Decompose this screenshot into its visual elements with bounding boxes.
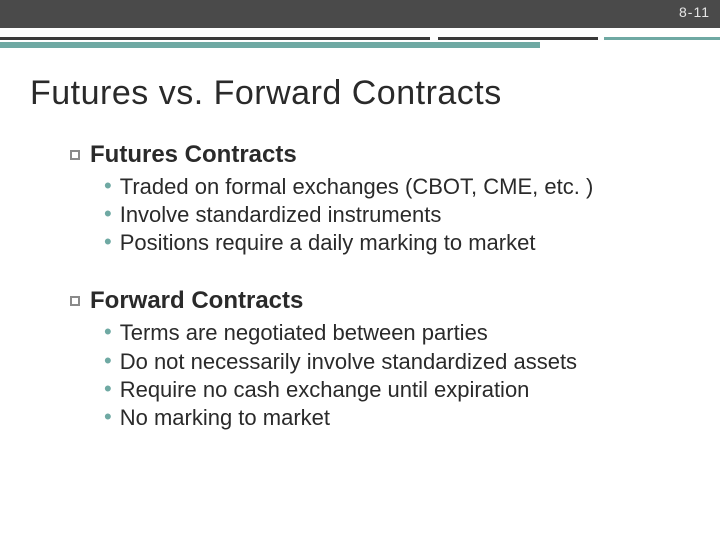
section-heading: Futures Contracts [90,141,297,169]
divider-rule [0,28,720,50]
dot-bullet-icon: • [104,319,112,345]
list-item: • Do not necessarily involve standardize… [104,348,670,376]
list-item-text: Require no cash exchange until expiratio… [120,376,530,404]
section-futures: Futures Contracts • Traded on formal exc… [70,141,670,257]
dot-bullet-icon: • [104,229,112,255]
list-item-text: Involve standardized instruments [120,201,442,229]
section-heading: Forward Contracts [90,287,303,315]
slide-title: Futures vs. Forward Contracts [30,74,720,113]
slide-content: Futures Contracts • Traded on formal exc… [70,141,670,432]
section-forward: Forward Contracts • Terms are negotiated… [70,287,670,432]
dot-bullet-icon: • [104,376,112,402]
list-item-text: Terms are negotiated between parties [120,319,488,347]
dot-bullet-icon: • [104,201,112,227]
list-item: • Positions require a daily marking to m… [104,229,670,257]
list-item: • No marking to market [104,404,670,432]
list-item-text: Do not necessarily involve standardized … [120,348,577,376]
list-item: • Involve standardized instruments [104,201,670,229]
dot-bullet-icon: • [104,348,112,374]
list-item: • Require no cash exchange until expirat… [104,376,670,404]
list-item-text: Traded on formal exchanges (CBOT, CME, e… [120,173,594,201]
square-bullet-icon [70,296,80,306]
page-number: 8-11 [679,4,710,20]
list-item-text: Positions require a daily marking to mar… [120,229,536,257]
square-bullet-icon [70,150,80,160]
list-item: • Terms are negotiated between parties [104,319,670,347]
dot-bullet-icon: • [104,404,112,430]
list-item: • Traded on formal exchanges (CBOT, CME,… [104,173,670,201]
list-item-text: No marking to market [120,404,330,432]
top-bar: 8-11 [0,0,720,28]
dot-bullet-icon: • [104,173,112,199]
